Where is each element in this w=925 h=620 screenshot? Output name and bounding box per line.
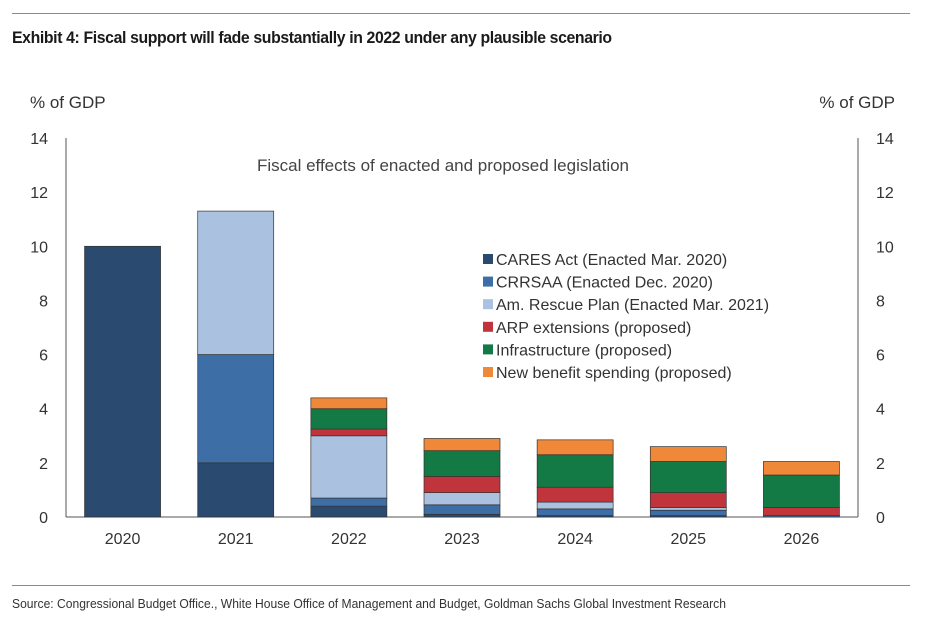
bar-cares-act-enacted-mar-2020-2023 — [423, 513, 501, 518]
left-tick-label: 6 — [39, 348, 48, 365]
category-label: 2024 — [557, 531, 593, 548]
category-label: 2026 — [784, 531, 820, 548]
source-note: Source: Congressional Budget Office., Wh… — [12, 596, 726, 611]
bar-am-rescue-plan-enacted-mar-2021-2021 — [197, 210, 275, 355]
left-tick-label: 10 — [30, 239, 48, 256]
bar-new-benefit-spending-proposed-2024 — [536, 439, 614, 456]
chart-inner-title: Fiscal effects of enacted and proposed l… — [257, 156, 629, 175]
bar-stack-2026 — [763, 461, 840, 518]
bar-infrastructure-proposed-2024 — [536, 454, 614, 488]
legend-label: Am. Rescue Plan (Enacted Mar. 2021) — [496, 297, 769, 314]
left-tick-labels: 0 2 4 6 8 10 12 14 — [30, 131, 48, 527]
bar-stack-2022 — [310, 397, 388, 518]
bar-cares-act-enacted-mar-2020-2020 — [84, 245, 161, 518]
legend-label: New benefit spending (proposed) — [496, 365, 732, 382]
legend-item-am-rescue-plan-enacted-mar-2021: Am. Rescue Plan (Enacted Mar. 2021) — [483, 297, 769, 314]
legend-swatch — [483, 321, 493, 332]
bar-new-benefit-spending-proposed-2025 — [649, 446, 727, 462]
legend-item-infrastructure-proposed: Infrastructure (proposed) — [483, 342, 672, 359]
left-tick-label: 12 — [30, 185, 48, 202]
category-label: 2025 — [670, 531, 706, 548]
left-tick-label: 0 — [39, 510, 48, 527]
right-tick-labels: 0 2 4 6 8 10 12 14 — [876, 131, 894, 527]
left-tick-label: 2 — [39, 456, 48, 473]
bar-stack-2023 — [423, 438, 501, 518]
bar-new-benefit-spending-proposed-2023 — [423, 438, 501, 452]
bar-new-benefit-spending-proposed-2022 — [310, 397, 388, 410]
bar-crrsaa-enacted-dec-2020-2021 — [197, 354, 275, 464]
category-label: 2020 — [105, 531, 141, 548]
bar-stack-2021 — [197, 210, 275, 518]
bar-stack-2024 — [536, 439, 614, 518]
legend-item-cares-act-enacted-mar-2020: CARES Act (Enacted Mar. 2020) — [483, 252, 727, 269]
legend-swatch — [483, 299, 493, 310]
legend-item-new-benefit-spending-proposed: New benefit spending (proposed) — [483, 365, 732, 382]
bar-crrsaa-enacted-dec-2020-2023 — [423, 504, 501, 515]
bar-arp-extensions-proposed-2024 — [536, 486, 614, 503]
bar-am-rescue-plan-enacted-mar-2021-2024 — [536, 501, 614, 510]
category-label: 2022 — [331, 531, 367, 548]
bar-am-rescue-plan-enacted-mar-2021-2022 — [310, 435, 388, 499]
legend-item-arp-extensions-proposed: ARP extensions (proposed) — [483, 320, 691, 337]
legend-swatch — [483, 367, 493, 377]
legend-label: CRRSAA (Enacted Dec. 2020) — [496, 275, 713, 292]
bar-arp-extensions-proposed-2022 — [310, 428, 388, 437]
bar-infrastructure-proposed-2023 — [423, 450, 501, 477]
legend-label: ARP extensions (proposed) — [496, 320, 691, 337]
right-tick-label: 8 — [876, 293, 885, 310]
bar-infrastructure-proposed-2026 — [763, 474, 840, 508]
bar-infrastructure-proposed-2022 — [310, 408, 388, 430]
legend: CARES Act (Enacted Mar. 2020) CRRSAA (Ena… — [483, 252, 769, 382]
bar-stack-2020 — [84, 245, 161, 518]
bottom-rule — [12, 585, 910, 586]
bar-am-rescue-plan-enacted-mar-2021-2025 — [649, 507, 727, 511]
legend-item-crrsaa-enacted-dec-2020: CRRSAA (Enacted Dec. 2020) — [483, 275, 713, 292]
bar-crrsaa-enacted-dec-2020-2024 — [536, 508, 614, 516]
bar-arp-extensions-proposed-2023 — [423, 476, 501, 493]
bar-infrastructure-proposed-2025 — [649, 461, 727, 493]
legend-swatch — [483, 254, 493, 264]
bar-new-benefit-spending-proposed-2026 — [763, 461, 840, 476]
bar-crrsaa-enacted-dec-2020-2025 — [649, 509, 727, 516]
category-label: 2021 — [218, 531, 254, 548]
right-tick-label: 0 — [876, 510, 885, 527]
bar-stack-2025 — [649, 446, 727, 518]
right-tick-label: 4 — [876, 402, 885, 419]
category-label: 2023 — [444, 531, 480, 548]
legend-swatch — [483, 344, 493, 355]
bar-cares-act-enacted-mar-2020-2021 — [197, 462, 275, 518]
category-labels: 2020 2021 2022 2023 2024 2025 2026 — [105, 531, 820, 548]
left-tick-label: 8 — [39, 293, 48, 310]
legend-label: Infrastructure (proposed) — [496, 342, 672, 359]
right-tick-label: 10 — [876, 239, 894, 256]
left-tick-label: 14 — [30, 131, 48, 148]
top-rule — [12, 13, 910, 14]
bar-cares-act-enacted-mar-2020-2022 — [310, 505, 388, 518]
legend-label: CARES Act (Enacted Mar. 2020) — [496, 252, 727, 269]
right-tick-label: 2 — [876, 456, 885, 473]
right-tick-label: 6 — [876, 348, 885, 365]
bar-stacks — [84, 210, 840, 518]
left-tick-label: 4 — [39, 402, 48, 419]
bar-am-rescue-plan-enacted-mar-2021-2023 — [423, 492, 501, 506]
left-y-axis-label: % of GDP — [30, 93, 106, 112]
right-tick-label: 14 — [876, 131, 894, 148]
exhibit-title: Exhibit 4: Fiscal support will fade subs… — [12, 28, 612, 47]
bar-arp-extensions-proposed-2025 — [649, 492, 727, 508]
right-y-axis-label: % of GDP — [819, 93, 895, 112]
right-tick-label: 12 — [876, 185, 894, 202]
bar-crrsaa-enacted-dec-2020-2022 — [310, 497, 388, 507]
bar-arp-extensions-proposed-2026 — [763, 507, 840, 516]
legend-swatch — [483, 276, 493, 287]
